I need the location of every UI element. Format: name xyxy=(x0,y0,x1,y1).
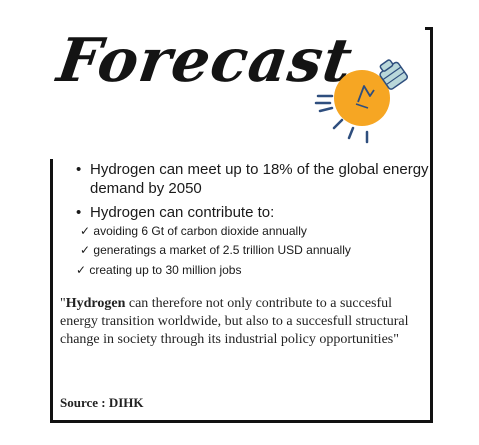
bullet-icon: • xyxy=(76,161,82,178)
bullet-icon: • xyxy=(76,204,82,221)
quote-open: " xyxy=(60,296,66,311)
card-border-top xyxy=(425,27,433,30)
card-border-bottom xyxy=(50,420,433,423)
bullet-text: Hydrogen can contribute to: xyxy=(90,204,275,221)
bullet-text: Hydrogen can meet up to 18% of the globa… xyxy=(90,161,429,197)
card-border-right xyxy=(430,27,433,423)
checklist-item: ✓ creating up to 30 million jobs xyxy=(76,263,242,277)
checklist-item: ✓ generatings a market of 2.5 trillion U… xyxy=(80,243,351,257)
light-bulb-icon xyxy=(314,59,408,144)
quote-body: can therefore not only contribute to a s… xyxy=(60,296,409,347)
quote-bold-term: Hydrogen xyxy=(65,296,126,311)
card-border-left xyxy=(50,159,53,423)
list-item: • Hydrogen can meet up to 18% of the glo… xyxy=(76,160,430,198)
checklist-item: ✓ avoiding 6 Gt of carbon dioxide annual… xyxy=(80,224,307,238)
quote-text: "Hydrogen can therefore not only contrib… xyxy=(60,295,432,349)
forecast-card xyxy=(50,27,433,423)
list-item: • Hydrogen can contribute to: xyxy=(76,203,430,222)
source-citation: Source : DIHK xyxy=(60,395,144,410)
